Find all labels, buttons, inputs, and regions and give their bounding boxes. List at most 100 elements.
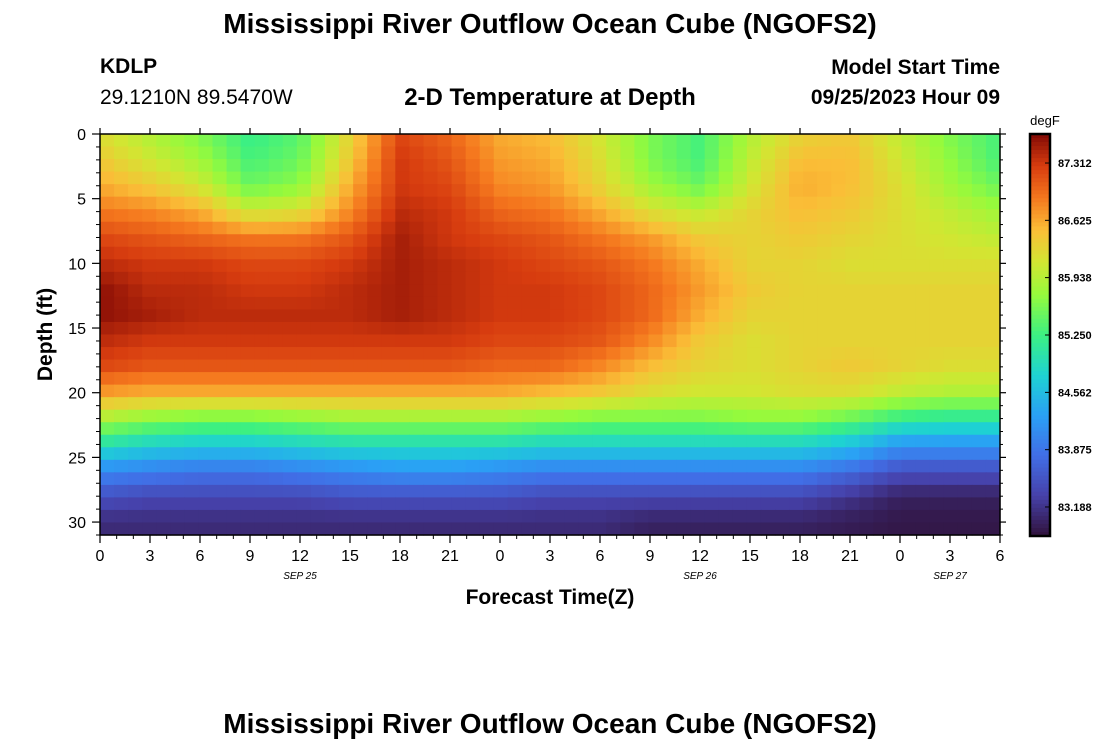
heatmap-cell (803, 334, 818, 348)
heatmap-cell (634, 221, 650, 235)
heatmap-cell (831, 484, 846, 499)
heatmap-cell (226, 409, 242, 423)
heatmap-cell (592, 347, 607, 361)
heatmap-cell (226, 184, 242, 198)
heatmap-cell (395, 271, 410, 285)
heatmap-cell (381, 221, 396, 235)
heatmap-cell (381, 309, 396, 323)
heatmap-cell (985, 359, 1001, 373)
heatmap-cell (521, 472, 537, 486)
heatmap-cell (592, 159, 607, 173)
heatmap-cell (578, 184, 593, 198)
heatmap-cell (114, 221, 129, 235)
heatmap-cell (114, 184, 129, 198)
heatmap-cell (479, 409, 495, 423)
heatmap-cell (662, 271, 678, 285)
heatmap-cell (479, 259, 495, 273)
heatmap-cell (803, 484, 818, 499)
heatmap-cell (521, 484, 537, 499)
heatmap-cell (395, 334, 410, 348)
heatmap-cell (971, 296, 987, 311)
heatmap-cell (212, 384, 228, 398)
heatmap-cell (142, 472, 157, 486)
heatmap-cell (381, 509, 396, 524)
heatmap-cell (971, 359, 987, 373)
heatmap-cell (100, 184, 115, 198)
heatmap-cell (873, 397, 889, 411)
heatmap-cell (535, 347, 551, 361)
heatmap-cell (339, 409, 354, 423)
heatmap-cell (310, 422, 326, 436)
heatmap-cell (339, 372, 354, 386)
heatmap-cell (704, 234, 720, 248)
colorbar-segment (1030, 134, 1050, 139)
heatmap-cell (817, 422, 832, 436)
heatmap-cell (831, 384, 846, 398)
heatmap-cell (367, 334, 382, 348)
heatmap-cell (746, 447, 762, 461)
heatmap-cell (550, 159, 565, 173)
heatmap-cell (887, 484, 903, 499)
heatmap-cell (521, 234, 537, 248)
heatmap-cell (592, 422, 607, 436)
heatmap-cell (648, 484, 664, 499)
heatmap-cell (971, 234, 987, 248)
heatmap-cell (479, 497, 495, 511)
heatmap-cell (789, 184, 804, 198)
heatmap-cell (859, 171, 875, 185)
heatmap-cell (437, 384, 453, 398)
heatmap-cell (535, 334, 551, 348)
heatmap-cell (592, 209, 607, 223)
heatmap-cell (170, 472, 185, 486)
heatmap-cell (901, 171, 917, 185)
heatmap-cell (620, 259, 635, 273)
heatmap-cell (662, 309, 678, 323)
heatmap-cell (128, 146, 143, 160)
heatmap-cell (353, 459, 368, 473)
heatmap-cell (325, 209, 340, 223)
heatmap-cell (128, 296, 143, 311)
heatmap-cell (128, 271, 143, 285)
heatmap-cell (957, 434, 973, 448)
heatmap-cell (100, 159, 115, 173)
heatmap-cell (409, 271, 425, 285)
heatmap-cell (578, 246, 593, 260)
heatmap-cell (901, 221, 917, 235)
heatmap-cell (114, 397, 129, 411)
heatmap-cell (943, 522, 959, 536)
heatmap-cell (746, 146, 762, 160)
heatmap-cell (409, 146, 425, 160)
heatmap-cell (592, 497, 607, 511)
y-tick-label: 30 (68, 515, 86, 532)
heatmap-cell (521, 184, 537, 198)
heatmap-cell (395, 159, 410, 173)
heatmap-cell (831, 409, 846, 423)
heatmap-cell (901, 472, 917, 486)
heatmap-cell (746, 209, 762, 223)
heatmap-cell (873, 284, 889, 298)
heatmap-cell (943, 309, 959, 323)
heatmap-cell (845, 309, 860, 323)
heatmap-cell (170, 384, 185, 398)
heatmap-cell (535, 296, 551, 311)
heatmap-cell (479, 146, 495, 160)
heatmap-cell (310, 384, 326, 398)
heatmap-cell (156, 234, 171, 248)
heatmap-cell (339, 309, 354, 323)
heatmap-cell (831, 434, 846, 448)
heatmap-cell (395, 234, 410, 248)
heatmap-cell (423, 422, 439, 436)
heatmap-cell (240, 171, 256, 185)
heatmap-cell (142, 434, 157, 448)
heatmap-cell (648, 434, 664, 448)
heatmap-cell (564, 409, 579, 423)
heatmap-cell (254, 384, 270, 398)
heatmap-cell (479, 221, 495, 235)
heatmap-cell (395, 171, 410, 185)
heatmap-cell (381, 359, 396, 373)
colorbar-segment (1030, 214, 1050, 220)
heatmap-cell (831, 284, 846, 298)
colorbar-segment (1030, 190, 1050, 195)
colorbar-segment (1030, 423, 1050, 429)
heatmap-cell (184, 321, 200, 336)
